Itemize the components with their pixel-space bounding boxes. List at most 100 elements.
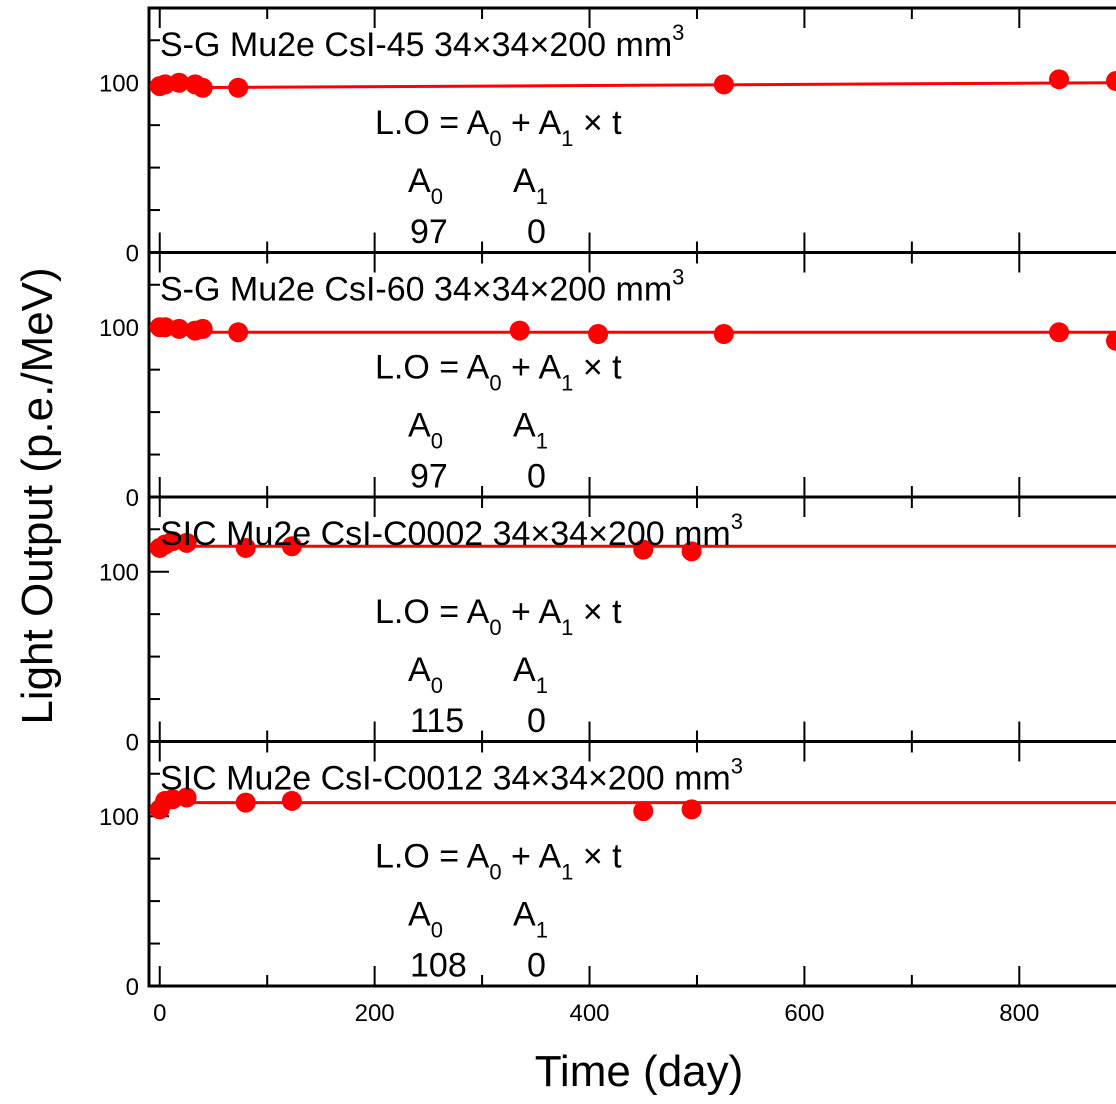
- x-tick-label: 600: [784, 1000, 824, 1027]
- formula-subscript-1: 1: [561, 860, 573, 885]
- param-a1-header: A1: [513, 162, 548, 209]
- formula-lhs: L.O = A: [375, 104, 490, 142]
- y-tick-label: 100: [99, 71, 139, 98]
- fit-formula: L.O = A0 + A1 × t: [375, 104, 622, 151]
- param-a0-value: 108: [410, 947, 467, 985]
- x-axis-title: Time (day): [535, 1047, 744, 1096]
- x-tick-label: 200: [355, 1000, 395, 1027]
- data-point: [509, 320, 530, 341]
- formula-subscript-1: 1: [561, 615, 573, 640]
- y-tick-label: 0: [126, 730, 139, 757]
- param-a1-subscript: 1: [536, 918, 548, 943]
- param-a1-header: A1: [513, 651, 548, 698]
- x-axis: 0 200 400 600 800: [153, 1000, 1039, 1027]
- data-point: [1106, 71, 1116, 92]
- param-a1-value: 0: [527, 458, 546, 496]
- param-a0-header: A0: [408, 407, 443, 454]
- panel-title-superscript: 3: [672, 265, 684, 290]
- param-a1-value: 0: [527, 702, 546, 740]
- formula-subscript-1: 1: [561, 126, 573, 151]
- formula-rhs: × t: [573, 349, 622, 387]
- param-a1-value: 0: [527, 947, 546, 985]
- data-point: [1049, 322, 1070, 343]
- fit-line: [159, 81, 1116, 90]
- param-a0-header: A0: [408, 651, 443, 698]
- panel-title-text: S-G Mu2e CsI-60 34×34×200 mm: [160, 271, 672, 309]
- param-a0-value: 97: [410, 213, 448, 251]
- data-point: [169, 318, 190, 339]
- fit-formula: L.O = A0 + A1 × t: [375, 593, 622, 640]
- param-a0-letter: A: [408, 407, 431, 445]
- y-tick-label: 0: [126, 241, 139, 268]
- data-point: [281, 790, 302, 811]
- param-a0-value: 97: [410, 458, 448, 496]
- formula-rhs: × t: [573, 838, 622, 876]
- data-point: [1106, 330, 1116, 351]
- data-point: [713, 324, 734, 344]
- param-a1-letter: A: [513, 896, 536, 934]
- data-point: [633, 539, 654, 560]
- formula-subscript-0: 0: [489, 371, 501, 396]
- formula-subscript-0: 0: [489, 615, 501, 640]
- param-a1-subscript: 1: [536, 673, 548, 698]
- data-point: [681, 541, 702, 562]
- data-point: [176, 787, 197, 808]
- param-a0-subscript: 0: [431, 429, 443, 454]
- y-tick-label: 100: [99, 804, 139, 831]
- panel-title-superscript: 3: [672, 20, 684, 45]
- formula-rhs: × t: [573, 104, 622, 142]
- y-axis-title: Light Output (p.e./MeV): [13, 267, 62, 724]
- data-point: [633, 801, 654, 822]
- data-point: [235, 537, 256, 558]
- formula-rhs: × t: [573, 593, 622, 631]
- param-a1-letter: A: [513, 407, 536, 445]
- formula-mid: + A: [502, 104, 562, 142]
- panel-title-text: S-G Mu2e CsI-45 34×34×200 mm: [160, 26, 672, 64]
- param-a1-subscript: 1: [536, 429, 548, 454]
- fit-formula: L.O = A0 + A1 × t: [375, 838, 622, 885]
- formula-mid: + A: [502, 838, 562, 876]
- y-tick-label: 0: [126, 485, 139, 512]
- formula-mid: + A: [502, 593, 562, 631]
- y-tick-label: 100: [99, 315, 139, 342]
- param-a1-subscript: 1: [536, 184, 548, 209]
- param-a0-subscript: 0: [431, 673, 443, 698]
- panel-title-superscript: 3: [731, 754, 743, 779]
- data-point: [681, 799, 702, 820]
- data-point: [235, 792, 256, 813]
- y-tick-label: 100: [99, 560, 139, 587]
- formula-lhs: L.O = A: [375, 349, 490, 387]
- param-a0-subscript: 0: [431, 184, 443, 209]
- param-a0-subscript: 0: [431, 918, 443, 943]
- panel-title-text: SIC Mu2e CsI-C0002 34×34×200 mm: [160, 515, 731, 553]
- panel-frame: [147, 740, 1116, 988]
- formula-subscript-1: 1: [561, 371, 573, 396]
- data-point: [1049, 69, 1070, 90]
- data-point: [169, 72, 190, 93]
- param-a1-letter: A: [513, 162, 536, 200]
- y-tick-label: 0: [126, 974, 139, 1001]
- panel-title-superscript: 3: [731, 509, 743, 534]
- formula-subscript-0: 0: [489, 860, 501, 885]
- param-a0-letter: A: [408, 162, 431, 200]
- data-point: [192, 77, 213, 98]
- formula-lhs: L.O = A: [375, 838, 490, 876]
- data-point: [228, 77, 249, 98]
- param-a0-letter: A: [408, 896, 431, 934]
- param-a0-header: A0: [408, 162, 443, 209]
- param-a0-value: 115: [410, 702, 464, 740]
- data-point: [176, 532, 197, 553]
- param-a1-header: A1: [513, 896, 548, 943]
- panel-title-text: SIC Mu2e CsI-C0012 34×34×200 mm: [160, 760, 731, 798]
- x-tick-label: 400: [569, 1000, 609, 1027]
- param-a1-value: 0: [527, 213, 546, 251]
- data-point: [713, 74, 734, 95]
- panel-title: SIC Mu2e CsI-C0002 34×34×200 mm3: [160, 509, 743, 553]
- panel-title: S-G Mu2e CsI-60 34×34×200 mm3: [160, 265, 684, 309]
